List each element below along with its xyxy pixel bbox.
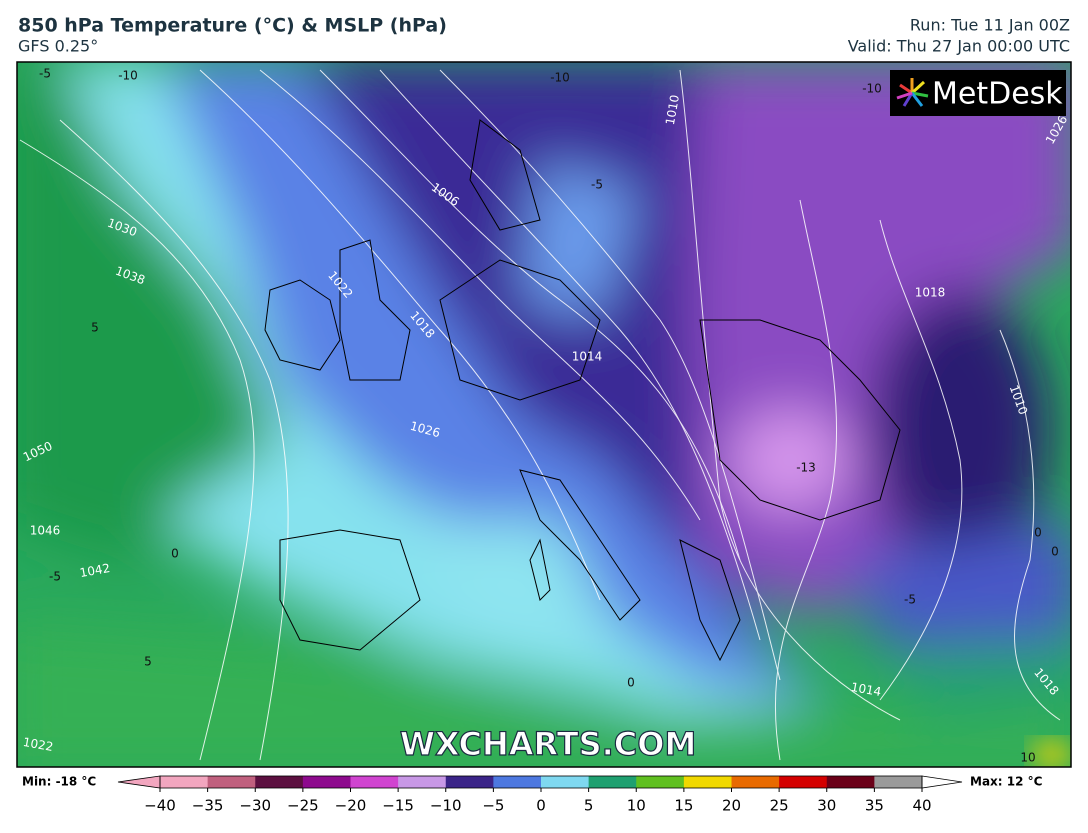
colorbar-segment <box>541 776 590 788</box>
colorbar-tick-label: −10 <box>430 797 462 815</box>
map-label: -5 <box>591 178 603 192</box>
temperature-field <box>17 62 1071 767</box>
map-label: 1022 <box>22 735 55 754</box>
map-label: -10 <box>862 82 882 96</box>
colorbar-segment <box>398 776 447 788</box>
map-label: 1018 <box>915 286 946 300</box>
map-label: 1046 <box>30 524 61 538</box>
colorbar-end-high <box>921 775 963 789</box>
valid: Valid: Thu 27 Jan 00:00 UTC <box>848 37 1070 56</box>
colorbar-tick-label: −5 <box>482 797 504 815</box>
colorbar-segment <box>255 776 304 788</box>
colorbar-segment <box>445 776 494 788</box>
colorbar-tick-label: 0 <box>536 797 546 815</box>
colorbar-segment <box>588 776 637 788</box>
map-label: -13 <box>796 461 816 475</box>
warm-spot <box>1032 741 1071 767</box>
colorbar-tick-label: 40 <box>912 797 931 815</box>
colorbar-tick-label: 5 <box>584 797 594 815</box>
colorbar-tick-label: −20 <box>335 797 367 815</box>
coastlines <box>264 119 901 662</box>
map-label: -5 <box>39 67 51 81</box>
map-label: 0 <box>627 676 635 690</box>
map-label: 1014 <box>850 680 883 699</box>
colorbar: −40 −35 −30 −25 −20 −15 −10 −5 0 5 10 15 20 25 30 35 40 <box>117 775 963 815</box>
colorbar-segment <box>207 776 256 788</box>
map-label: -10 <box>550 71 570 85</box>
isobars <box>19 69 1061 761</box>
map-label: 10 <box>1020 751 1035 765</box>
watermark: WXCHARTS.COM <box>400 725 697 763</box>
colorbar-segment <box>493 776 542 788</box>
colorbar-tick-label: −30 <box>239 797 271 815</box>
colorbar-tick-label: 15 <box>674 797 693 815</box>
map-label: -5 <box>49 570 61 584</box>
colorbar-segment <box>731 776 780 788</box>
colorbar-tick-label: 10 <box>627 797 646 815</box>
colorbar-segment <box>302 776 351 788</box>
map-frame <box>16 61 1072 768</box>
colorbar-tick-label: −25 <box>287 797 319 815</box>
model: GFS 0.25° <box>18 37 98 56</box>
max-label: Max: 12 °C <box>970 775 1043 789</box>
map-label: -10 <box>118 69 138 83</box>
colorbar-segment <box>779 776 828 788</box>
map-label: 5 <box>91 321 99 335</box>
map-label: 0 <box>1051 545 1059 559</box>
colorbar-tick-label: 30 <box>817 797 836 815</box>
colorbar-segment <box>636 776 685 788</box>
run: Run: Tue 11 Jan 00Z <box>910 16 1070 35</box>
colorbar-segment <box>350 776 399 788</box>
colorbar-end-low <box>117 775 161 789</box>
colorbar-segment <box>826 776 875 788</box>
colorbar-tick-label: −15 <box>382 797 414 815</box>
map-label: 0 <box>1034 526 1042 540</box>
map-label: -5 <box>904 593 916 607</box>
colorbar-segment <box>874 776 923 788</box>
min-label: Min: -18 °C <box>22 775 96 789</box>
colorbar-tick-label: −40 <box>144 797 176 815</box>
logo-icon <box>896 78 929 107</box>
title: 850 hPa Temperature (°C) & MSLP (hPa) <box>18 15 447 37</box>
colorbar-tick-label: 20 <box>722 797 741 815</box>
map: 1030103810501046104210221006102210181014… <box>17 62 1071 767</box>
map-label: 1014 <box>572 350 603 364</box>
map-label: 1042 <box>79 561 112 580</box>
map-label: 0 <box>171 547 179 561</box>
colorbar-segment <box>683 776 732 788</box>
map-label: 5 <box>144 655 152 669</box>
logo: MetDesk <box>932 77 1063 112</box>
map-label: 1010 <box>663 94 682 127</box>
colorbar-tick-label: 35 <box>865 797 884 815</box>
colorbar-tick-label: −35 <box>192 797 224 815</box>
colorbar-tick-label: 25 <box>770 797 789 815</box>
colorbar-segment <box>160 776 209 788</box>
